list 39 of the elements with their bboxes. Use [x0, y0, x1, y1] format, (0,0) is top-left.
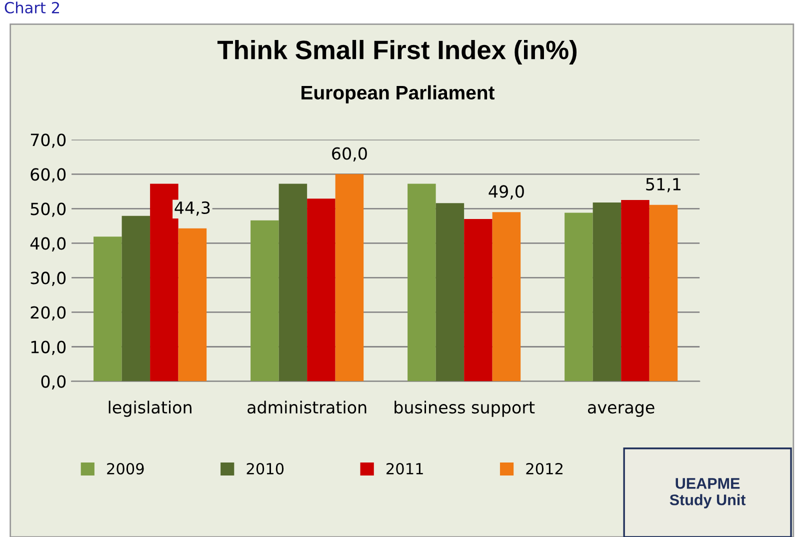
- data-label: 51,1: [646, 178, 681, 192]
- bar: [436, 203, 464, 382]
- data-label: 44,3: [174, 201, 210, 216]
- bar: [122, 216, 150, 382]
- bar: [564, 212, 593, 382]
- y-tick-label: 10,0: [31, 340, 66, 356]
- chart-subtitle: European Parliament: [302, 85, 495, 104]
- chart-title: Think Small First Index (in%): [217, 40, 577, 65]
- x-tick-label: administration: [248, 400, 366, 414]
- legend-label: 2012: [526, 462, 562, 475]
- legend-label: 2009: [107, 462, 144, 475]
- y-tick-label: 30,0: [30, 272, 66, 286]
- x-tick-label: legislation: [108, 400, 192, 417]
- bar: [278, 184, 308, 382]
- x-tick-label: average: [588, 404, 654, 417]
- bar: [307, 198, 336, 382]
- bar: [492, 212, 521, 382]
- y-tick-label: 50,0: [30, 202, 66, 217]
- legend-label: 2010: [246, 462, 284, 475]
- y-tick-label: 20,0: [30, 306, 66, 320]
- bar: [250, 220, 279, 382]
- legend-label: 2011: [386, 462, 423, 475]
- bar: [335, 174, 364, 382]
- bar: [464, 219, 492, 382]
- y-tick-label: 70,0: [30, 134, 66, 148]
- text: UEAPME Study Unit: [670, 478, 746, 508]
- data-label: 60,0: [332, 147, 367, 162]
- caption: Chart 2: [4, 2, 60, 14]
- bar: [178, 228, 207, 382]
- bar: [94, 236, 122, 382]
- bar: [408, 184, 436, 382]
- bar: [649, 204, 678, 382]
- bar: [592, 202, 622, 382]
- x-tick-label: business support: [394, 400, 535, 417]
- y-tick-label: 60,0: [30, 168, 66, 182]
- y-tick-label: 40,0: [30, 237, 66, 252]
- bar: [621, 200, 650, 382]
- y-tick-label: 0,0: [41, 375, 66, 390]
- data-label: 49,0: [488, 185, 524, 200]
